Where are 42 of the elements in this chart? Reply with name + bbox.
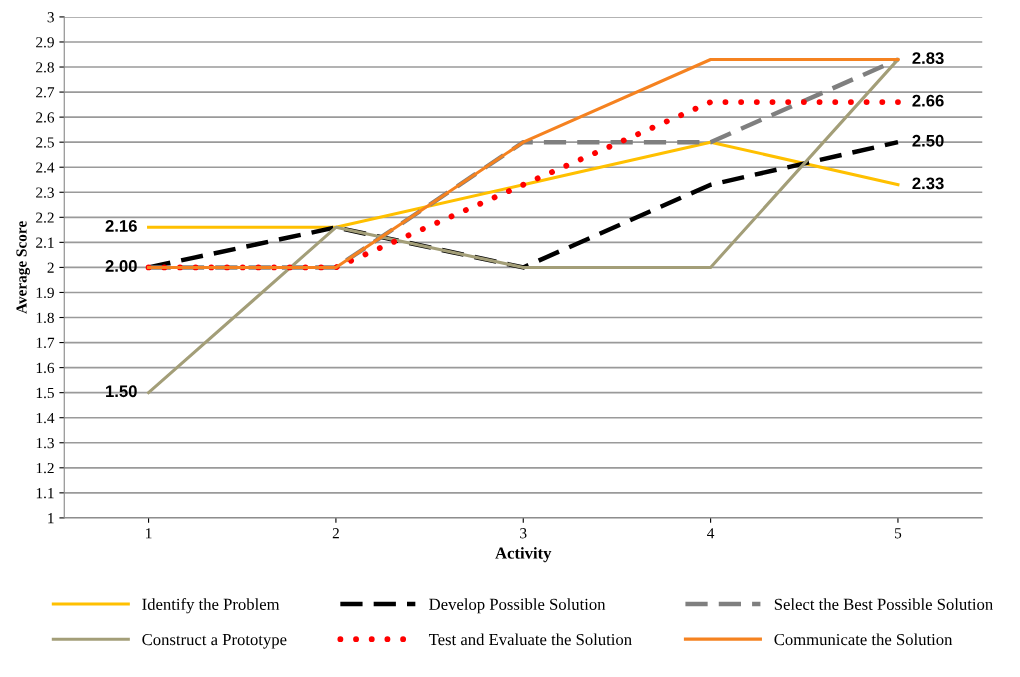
y-tick-label: 1.1 <box>36 488 54 499</box>
x-tick-label: 3 <box>520 528 527 539</box>
legend-label: Develop Possible Solution <box>429 598 606 614</box>
y-tick-label: 2.3 <box>36 187 54 198</box>
y-tick-label: 1.8 <box>36 312 54 324</box>
annotation: 2.66 <box>912 94 944 107</box>
y-tick-label: 1.4 <box>36 412 55 424</box>
x-tick-label: 4 <box>707 528 715 539</box>
y-tick-label: 2.1 <box>36 237 54 248</box>
y-tick-label: 2.5 <box>36 137 54 148</box>
legend-label: Test and Evaluate the Solution <box>428 633 632 646</box>
y-tick-label: 2 <box>47 262 54 273</box>
y-tick-label: 2.8 <box>36 62 54 73</box>
y-tick-label: 1.9 <box>36 287 54 298</box>
legend-label: Select the Best Possible Solution <box>774 598 993 610</box>
x-axis-title: Activity <box>495 547 552 563</box>
y-tick-label: 2.7 <box>36 87 55 98</box>
annotation: 2.83 <box>912 52 944 65</box>
legend-label: Communicate the Solution <box>774 633 953 646</box>
line-series <box>147 57 900 395</box>
x-tick-label: 5 <box>895 528 902 539</box>
legend-label: Construct a Prototype <box>142 633 287 649</box>
y-tick-label: 1.2 <box>36 462 54 474</box>
y-tick-label: 1.3 <box>36 437 54 449</box>
y-axis-title: Average Score <box>16 221 30 314</box>
y-tick-label: 1 <box>48 513 54 524</box>
y-tick-label: 2.9 <box>36 37 54 48</box>
annotation: 1.50 <box>106 385 137 398</box>
y-tick-label: 1.6 <box>36 362 55 374</box>
y-tick-label: 1.7 <box>36 337 55 349</box>
y-tick-label: 2.6 <box>36 112 55 123</box>
y-tick-label: 1.5 <box>36 387 54 399</box>
annotation: 2.50 <box>912 134 944 147</box>
annotation: 2.33 <box>912 177 944 190</box>
x-tick-label: 2 <box>332 528 339 539</box>
y-tick-label: 3 <box>47 12 54 23</box>
y-tick-label: 2.4 <box>36 162 55 173</box>
x-tick-label: 1 <box>146 528 152 539</box>
y-tick-label: 2.2 <box>36 212 54 223</box>
annotation: 2.00 <box>105 260 137 272</box>
annotation: 2.16 <box>105 220 137 232</box>
legend-label: Identify the Problem <box>142 598 280 614</box>
